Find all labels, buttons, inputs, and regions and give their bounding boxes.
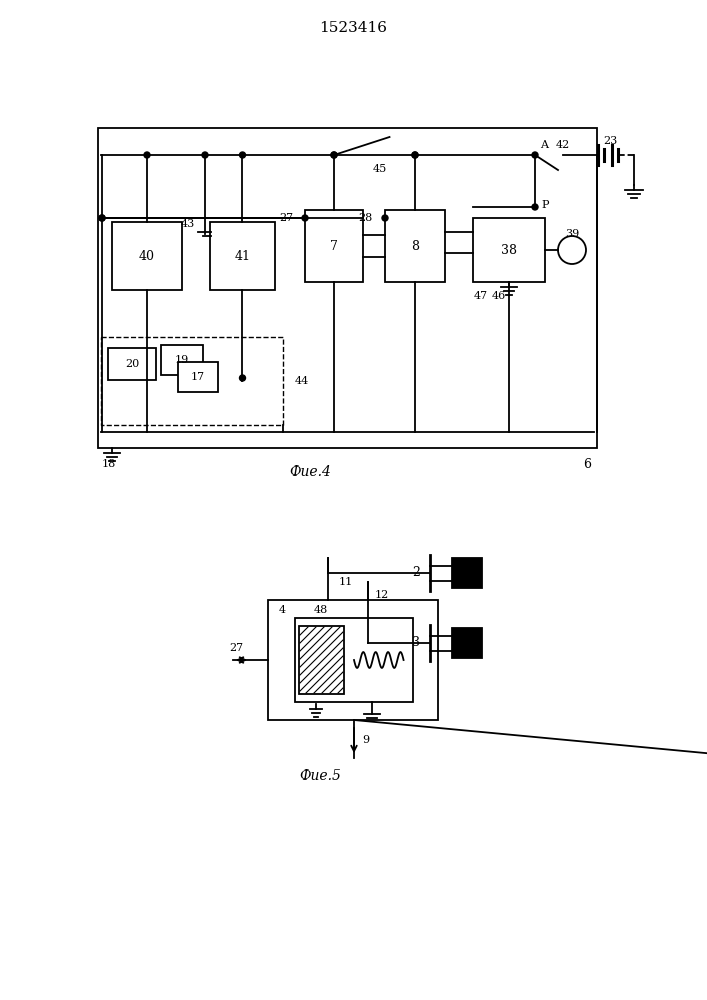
Bar: [108, 348, 156, 380]
Text: 12: 12: [375, 590, 390, 600]
Circle shape: [331, 152, 337, 158]
Bar: [452, 628, 482, 658]
Text: 48: 48: [314, 605, 328, 615]
Text: 20: 20: [125, 359, 139, 369]
Text: 3: 3: [412, 637, 420, 650]
Bar: [385, 210, 445, 282]
Circle shape: [382, 215, 388, 221]
Text: 19: 19: [175, 355, 189, 365]
Circle shape: [532, 152, 538, 158]
Text: 4: 4: [279, 605, 286, 615]
Circle shape: [144, 152, 150, 158]
Text: 17: 17: [191, 372, 205, 382]
Text: 43: 43: [181, 219, 195, 229]
Circle shape: [532, 204, 538, 210]
Text: 9: 9: [362, 735, 369, 745]
Bar: [452, 558, 482, 588]
Circle shape: [412, 152, 418, 158]
Circle shape: [412, 152, 418, 158]
Text: 1523416: 1523416: [319, 21, 387, 35]
Text: P: P: [541, 200, 549, 210]
Bar: [112, 222, 182, 290]
Text: 6: 6: [583, 458, 591, 471]
Bar: [101, 337, 283, 425]
Circle shape: [202, 152, 208, 158]
Text: 45: 45: [373, 164, 387, 174]
Text: 38: 38: [501, 243, 517, 256]
Text: Фие.4: Фие.4: [289, 465, 331, 479]
Text: 28: 28: [358, 213, 373, 223]
Circle shape: [240, 375, 245, 381]
Text: 27: 27: [279, 213, 293, 223]
Text: 11: 11: [339, 577, 354, 587]
Bar: [210, 222, 275, 290]
Text: 47: 47: [474, 291, 488, 301]
Circle shape: [331, 152, 337, 158]
Bar: [178, 362, 218, 392]
Text: 2: 2: [412, 566, 420, 580]
Bar: [98, 128, 597, 448]
Circle shape: [99, 215, 105, 221]
Text: A: A: [540, 140, 548, 150]
Text: 46: 46: [492, 291, 506, 301]
Text: 42: 42: [556, 140, 570, 150]
Text: 18: 18: [102, 459, 116, 469]
Text: 8: 8: [411, 239, 419, 252]
Text: 41: 41: [235, 249, 250, 262]
Bar: [161, 345, 203, 375]
Text: 44: 44: [295, 376, 309, 386]
Text: 7: 7: [330, 239, 338, 252]
Text: 27: 27: [229, 643, 243, 653]
Bar: [295, 618, 413, 702]
Bar: [268, 600, 438, 720]
Text: 40: 40: [139, 249, 155, 262]
Circle shape: [99, 215, 105, 221]
Text: Фие.5: Фие.5: [299, 769, 341, 783]
Circle shape: [302, 215, 308, 221]
Circle shape: [240, 152, 245, 158]
Bar: [299, 626, 344, 694]
Text: 23: 23: [603, 136, 617, 146]
Bar: [473, 218, 545, 282]
Bar: [305, 210, 363, 282]
Text: 39: 39: [565, 229, 579, 239]
